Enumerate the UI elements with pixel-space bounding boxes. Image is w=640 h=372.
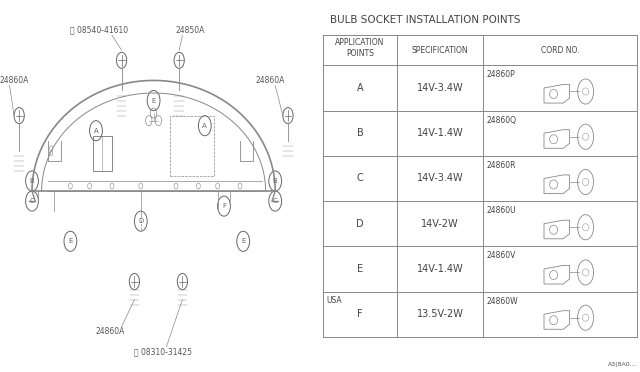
Text: 14V-1.4W: 14V-1.4W [417, 264, 463, 274]
Text: E: E [241, 238, 245, 244]
Text: SPECIFICATION: SPECIFICATION [412, 46, 468, 55]
Text: 14V-3.4W: 14V-3.4W [417, 173, 463, 183]
Text: CORD NO.: CORD NO. [541, 46, 579, 55]
Text: 24860P: 24860P [486, 70, 515, 79]
Text: B: B [29, 178, 35, 184]
Text: 14V-2W: 14V-2W [421, 219, 459, 229]
Text: 24860U: 24860U [486, 206, 516, 215]
Text: 24860W: 24860W [486, 296, 518, 305]
Text: E: E [68, 238, 72, 244]
Text: Ⓢ 08310-31425: Ⓢ 08310-31425 [134, 347, 193, 356]
Text: 24860A: 24860A [256, 76, 285, 85]
Text: C: C [29, 198, 35, 204]
Text: 14V-1.4W: 14V-1.4W [417, 128, 463, 138]
Text: E: E [357, 264, 363, 274]
Text: B: B [356, 128, 364, 138]
Text: C: C [273, 198, 278, 204]
Text: C: C [356, 173, 364, 183]
Text: B: B [273, 178, 278, 184]
Text: 13.5V-2W: 13.5V-2W [417, 309, 463, 319]
Text: F: F [222, 203, 226, 209]
Text: A: A [356, 83, 364, 93]
Text: 24860Q: 24860Q [486, 116, 516, 125]
Text: Ⓢ 08540-41610: Ⓢ 08540-41610 [70, 26, 129, 35]
Text: 24860A: 24860A [96, 327, 125, 336]
Text: A: A [202, 123, 207, 129]
Text: A3(8A0...: A3(8A0... [608, 362, 637, 367]
Bar [93, 136, 112, 171]
Bar [170, 116, 214, 176]
Text: 24860A: 24860A [0, 76, 29, 85]
Text: D: D [356, 219, 364, 229]
Text: 24860R: 24860R [486, 161, 516, 170]
Text: USA: USA [326, 296, 342, 305]
Text: 24860V: 24860V [486, 251, 516, 260]
Text: F: F [357, 309, 363, 319]
Text: 24850A: 24850A [176, 26, 205, 35]
Text: 14V-3.4W: 14V-3.4W [417, 83, 463, 93]
Text: A: A [93, 128, 99, 134]
Text: D: D [138, 218, 143, 224]
Text: BULB SOCKET INSTALLATION POINTS: BULB SOCKET INSTALLATION POINTS [330, 15, 520, 25]
Text: APPLICATION
POINTS: APPLICATION POINTS [335, 38, 385, 58]
Text: E: E [152, 97, 156, 103]
